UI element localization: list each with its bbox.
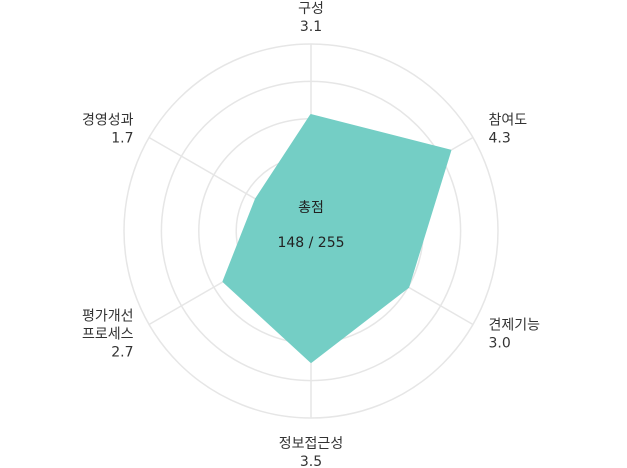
axis-label-group: 경영성과 1.7: [82, 113, 134, 147]
axis-category-label: 평가개선: [82, 309, 134, 325]
axis-value-label: 3.5: [300, 454, 322, 468]
axis-label-group: 구성 3.1: [298, 1, 324, 35]
axis-label-group: 참여도 4.3: [489, 113, 528, 147]
axis-value-label: 1.7: [111, 131, 133, 147]
axis-category-label: 참여도: [489, 113, 528, 129]
axis-category-label: 프로세스: [82, 327, 134, 343]
axis-category-label: 정보접근성: [279, 436, 343, 452]
axis-category-label: 경영성과: [82, 113, 134, 129]
axis-value-label: 4.3: [489, 131, 511, 147]
axis-value-label: 2.7: [111, 345, 133, 361]
center-score: 148 / 255: [277, 235, 344, 251]
axis-label-group: 견제기능 3.0: [489, 318, 541, 352]
center-title: 총점: [298, 200, 324, 216]
axis-label-group: 정보접근성 3.5: [279, 436, 343, 468]
axis-category-label: 구성: [298, 1, 324, 17]
axis-category-label: 견제기능: [489, 318, 541, 334]
axis-value-label: 3.1: [300, 19, 322, 35]
axis-value-label: 3.0: [489, 336, 511, 352]
radar-data-area: [222, 114, 452, 363]
